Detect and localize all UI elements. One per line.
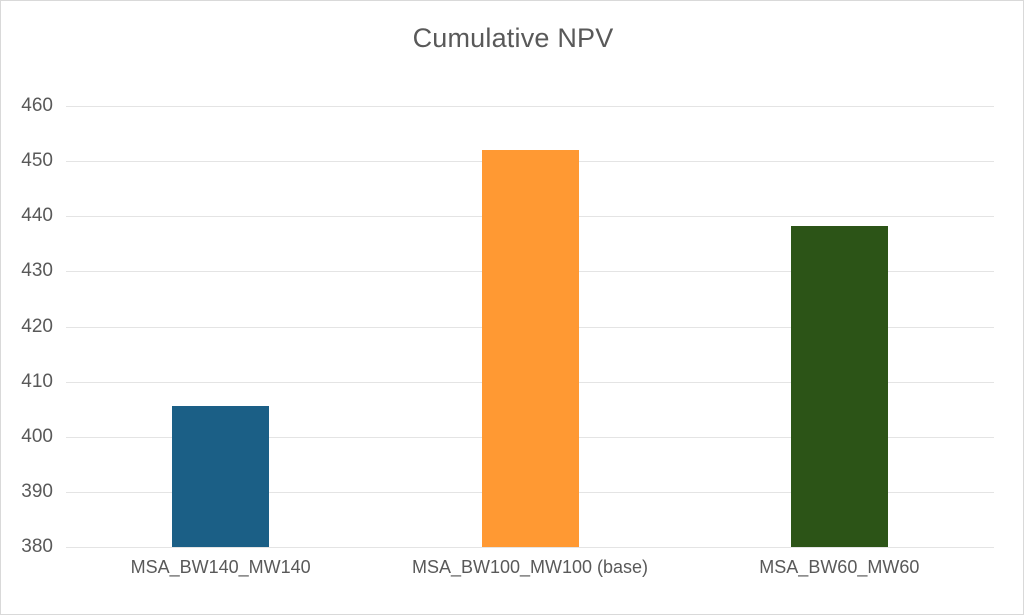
x-axis-tick-labels: MSA_BW140_MW140 MSA_BW100_MW100 (base) MSA…	[66, 557, 994, 591]
bar-fill	[790, 225, 888, 547]
gridline	[66, 106, 994, 107]
bar[interactable]	[481, 150, 579, 547]
y-axis-tick-label: 400	[21, 425, 53, 447]
y-axis-tick-label: 430	[21, 260, 53, 282]
y-axis-tick-label: 440	[21, 205, 53, 227]
x-axis-tick-label: MSA_BW60_MW60	[759, 557, 920, 577]
bar-fill	[481, 150, 579, 547]
gridline	[66, 547, 994, 548]
y-axis-tick-label: 410	[21, 370, 53, 392]
y-axis-tick-label: 450	[21, 150, 53, 172]
y-axis-tick-label: 390	[21, 480, 53, 502]
y-axis-tick-labels: 460 450 440 430 420 410 400 390 380	[1, 95, 53, 557]
y-axis-tick-label: 380	[21, 536, 53, 557]
plot-area	[66, 106, 994, 548]
bar[interactable]	[172, 406, 270, 547]
chart-title: Cumulative NPV	[412, 23, 614, 53]
x-axis-tick-label: MSA_BW100_MW100 (base)	[411, 557, 649, 577]
y-axis-tick-label: 420	[21, 315, 53, 337]
bar-fill	[172, 406, 270, 547]
bar[interactable]	[790, 225, 888, 547]
x-axis-tick-label: MSA_BW140_MW140	[130, 557, 311, 577]
y-axis-tick-label: 460	[21, 95, 53, 116]
